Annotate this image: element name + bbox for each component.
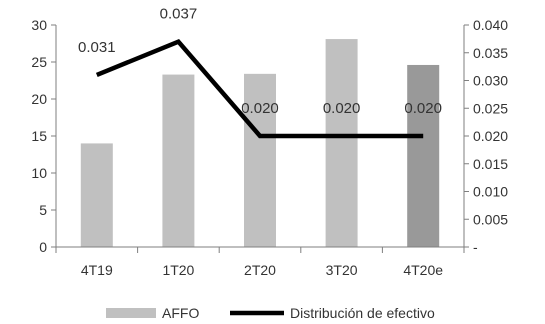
data-label-4t20e: 0.020: [404, 100, 442, 117]
data-label-2t20: 0.020: [241, 100, 279, 117]
bar-affo-2t20: [244, 73, 276, 247]
x-tick-label-1t20: 1T20: [162, 262, 194, 278]
data-label-3t20: 0.020: [323, 100, 361, 117]
right-tick-label: -: [473, 239, 478, 255]
right-tick-label: 0.005: [473, 211, 508, 227]
x-tick-label-4t20e: 4T20e: [403, 262, 443, 278]
x-tick-label-4t19: 4T19: [81, 262, 113, 278]
bar-affo-4t19: [80, 143, 113, 247]
left-tick-label: 25: [31, 54, 47, 70]
bar-affo-3t20: [325, 39, 358, 248]
x-tick-label-2t20: 2T20: [244, 262, 276, 278]
legend-label-affo: AFFO: [162, 305, 199, 321]
left-tick-label: 30: [31, 17, 47, 33]
bars: [80, 39, 440, 248]
right-axis: - 0.005 0.010 0.015 0.020 0.025 0.030 0.035 0.04…: [463, 17, 508, 255]
right-tick-label: 0.035: [473, 45, 508, 61]
right-tick-label: 0.030: [473, 73, 508, 89]
left-tick-label: 0: [39, 239, 47, 255]
right-tick-label: 0.040: [473, 17, 508, 33]
bar-affo-1t20: [162, 74, 195, 247]
x-axis: 4T19 1T20 2T20 3T20 4T20e: [55, 246, 465, 278]
right-tick-label: 0.025: [473, 100, 508, 116]
right-tick-label: 0.015: [473, 156, 508, 172]
legend-label-distribucion: Distribución de efectivo: [290, 305, 435, 321]
right-tick-label: 0.020: [473, 128, 508, 144]
right-tick-label: 0.010: [473, 184, 508, 200]
data-label-1t20: 0.037: [160, 6, 198, 23]
left-tick-label: 15: [31, 128, 47, 144]
left-tick-label: 10: [31, 165, 47, 181]
legend: AFFO Distribución de efectivo: [106, 305, 435, 321]
data-label-4t19: 0.031: [78, 39, 116, 56]
left-tick-label: 5: [39, 202, 47, 218]
bar-affo-4t20e: [407, 64, 440, 248]
line-layer: 0.031 0.037 0.020 0.020 0.020: [78, 6, 442, 139]
left-tick-label: 20: [31, 91, 47, 107]
x-tick-label-3t20: 3T20: [326, 262, 358, 278]
legend-swatch-affo: [106, 308, 156, 318]
left-axis: 0 5 10 15 20 25 30: [31, 17, 57, 255]
